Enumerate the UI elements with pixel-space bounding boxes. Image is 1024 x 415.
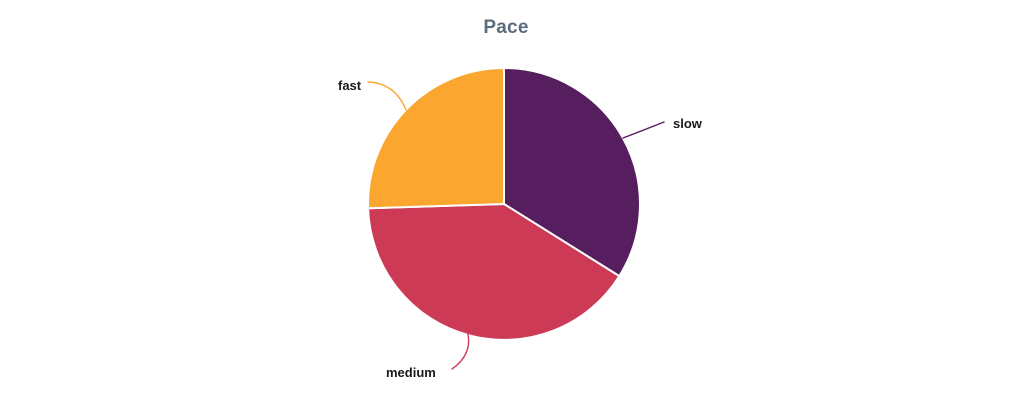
slice-label-medium: medium <box>386 365 436 380</box>
leader-lines <box>367 81 665 370</box>
pie-slice-fast <box>367 67 505 210</box>
chart-title: Pace <box>483 17 529 38</box>
pie-slices <box>367 67 641 341</box>
leader-line-medium <box>451 333 470 370</box>
leader-line-slow <box>622 121 665 139</box>
slice-label-fast: fast <box>338 78 362 93</box>
slice-label-slow: slow <box>673 116 702 131</box>
leader-line-fast <box>367 81 407 111</box>
